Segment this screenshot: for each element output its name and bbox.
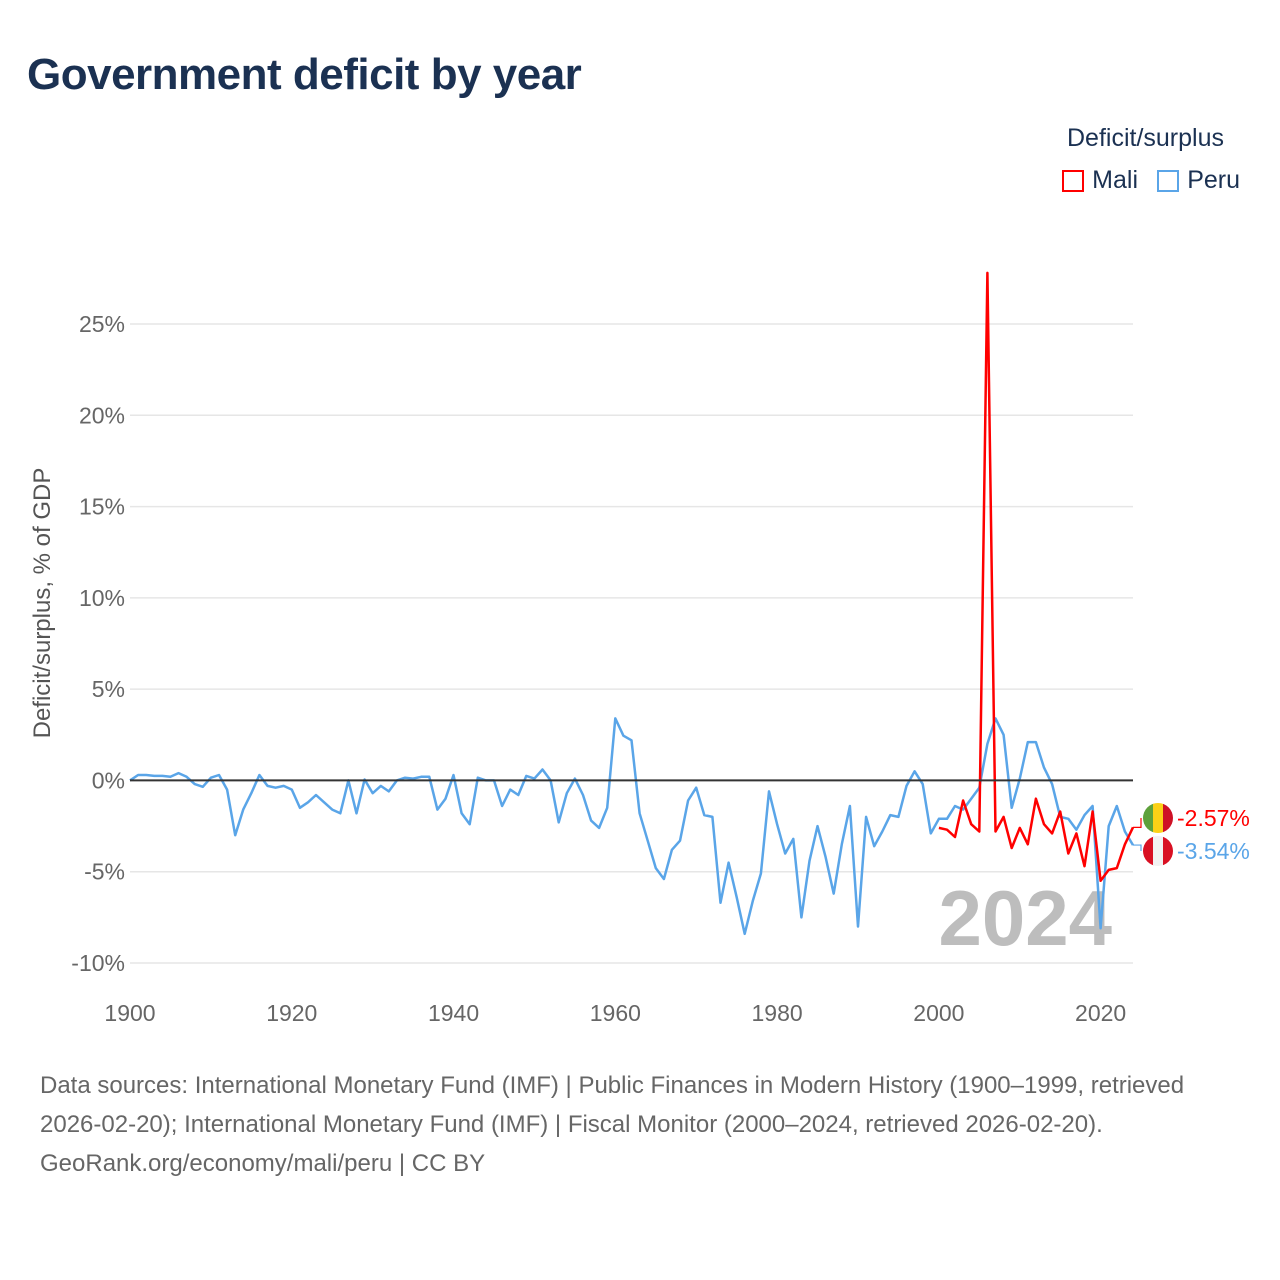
flag-stripe <box>1163 836 1173 866</box>
y-tick-label: 0% <box>92 767 125 793</box>
x-tick-label: 1960 <box>590 1000 641 1026</box>
flag-stripe <box>1163 803 1173 833</box>
y-tick-label: 5% <box>92 676 125 702</box>
legend-item-mali[interactable]: Mali <box>1062 166 1138 195</box>
legend-title: Deficit/surplus <box>1067 124 1224 152</box>
x-tick-label: 1980 <box>752 1000 803 1026</box>
mali-flag <box>1143 803 1173 833</box>
x-tick-label: 1920 <box>266 1000 317 1026</box>
y-tick-label: 10% <box>79 585 125 611</box>
legend-swatch-mali <box>1062 169 1085 192</box>
data-sources: Data sources: International Monetary Fun… <box>40 1072 1185 1138</box>
series-line-mali <box>938 271 1135 883</box>
flag-stripe <box>1143 803 1154 833</box>
legend-swatch-peru <box>1157 169 1180 192</box>
chart-title: Government deficit by year <box>27 50 582 99</box>
y-tick-label: 20% <box>79 402 125 428</box>
end-label-leader <box>1133 844 1142 851</box>
year-watermark: 2024 <box>938 874 1112 962</box>
flag-stripe <box>1153 803 1164 833</box>
y-tick-label: -10% <box>71 950 125 976</box>
credit-link[interactable]: GeoRank.org/economy/mali/peru | CC BY <box>40 1150 486 1177</box>
flag-stripe <box>1143 836 1154 866</box>
legend-label-peru: Peru <box>1187 166 1240 194</box>
y-tick-label: 25% <box>79 311 125 337</box>
y-tick-label: 15% <box>79 494 125 520</box>
y-axis-label: Deficit/surplus, % of GDP <box>29 468 56 739</box>
legend-label-mali: Mali <box>1092 166 1138 194</box>
flag-stripe <box>1153 836 1164 866</box>
x-tick-label: 2000 <box>913 1000 964 1026</box>
peru-flag <box>1143 836 1173 866</box>
x-tick-label: 1940 <box>428 1000 479 1026</box>
end-label-leader <box>1133 818 1142 828</box>
end-value-label-mali: -2.57% <box>1177 805 1250 831</box>
footer: Data sources: International Monetary Fun… <box>40 1066 1250 1183</box>
end-value-label-peru: -3.54% <box>1177 838 1250 864</box>
x-tick-label: 1900 <box>104 1000 155 1026</box>
y-tick-label: -5% <box>84 859 125 885</box>
x-tick-label: 2020 <box>1075 1000 1126 1026</box>
legend-item-peru[interactable]: Peru <box>1157 166 1240 195</box>
